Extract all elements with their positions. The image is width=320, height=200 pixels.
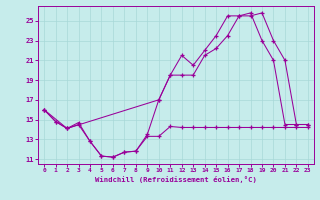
X-axis label: Windchill (Refroidissement éolien,°C): Windchill (Refroidissement éolien,°C): [95, 176, 257, 183]
